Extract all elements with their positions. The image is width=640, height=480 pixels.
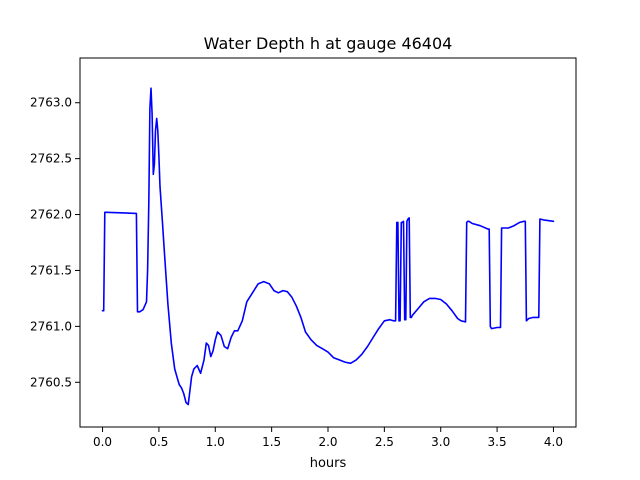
x-axis-ticks: 0.0 0.5 1.0 1.5 2.0 2.5 3.0 3.5 4.0 (93, 427, 563, 449)
y-tick-label: 2761.5 (30, 263, 72, 277)
x-tick-label: 4.0 (544, 435, 563, 449)
y-tick-label: 2760.5 (30, 375, 72, 389)
y-tick-label: 2762.0 (30, 208, 72, 222)
x-tick-label: 0.5 (149, 435, 168, 449)
series-line (101, 87, 555, 406)
x-axis-label: hours (310, 456, 347, 471)
y-axis-ticks: 2760.5 2761.0 2761.5 2762.0 2762.5 2763.0 (30, 96, 80, 389)
x-tick-label: 2.5 (375, 435, 394, 449)
y-tick-label: 2763.0 (30, 96, 72, 110)
series-layer (101, 87, 555, 406)
x-tick-label: 3.0 (431, 435, 450, 449)
plot-frame (79, 57, 577, 428)
x-tick-label: 3.5 (488, 435, 507, 449)
plot-area (80, 58, 576, 427)
y-tick-label: 2762.5 (30, 152, 72, 166)
y-tick-label: 2761.0 (30, 319, 72, 333)
x-tick-label: 1.0 (206, 435, 225, 449)
x-tick-label: 1.5 (262, 435, 281, 449)
x-tick-label: 2.0 (318, 435, 337, 449)
x-tick-label: 0.0 (93, 435, 112, 449)
chart-title: Water Depth h at gauge 46404 (204, 34, 453, 53)
